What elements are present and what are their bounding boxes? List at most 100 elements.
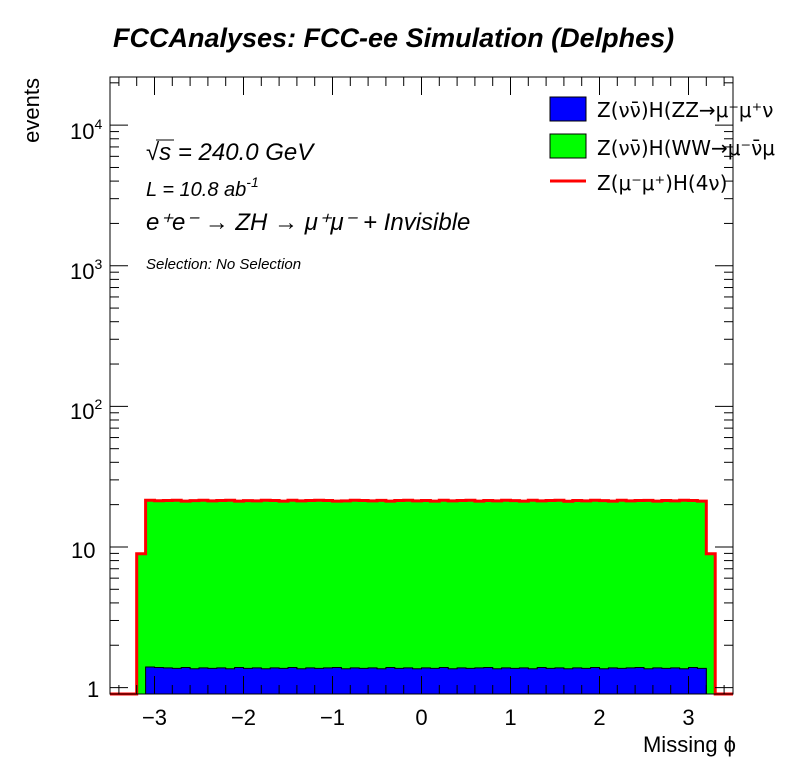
bar-ww-34	[421, 501, 431, 694]
bar-zz-6	[172, 668, 182, 694]
bar-zz-16	[261, 668, 271, 694]
bar-ww-50	[563, 501, 574, 694]
bar-ww-7	[181, 501, 191, 694]
bar-zz-56	[617, 668, 627, 694]
bar-zz-44	[510, 668, 520, 694]
x-tick-label: −2	[231, 705, 256, 730]
bar-ww-63	[679, 500, 690, 694]
bar-ww-41	[483, 501, 494, 694]
bar-ww-65	[697, 501, 707, 694]
x-tick-labels: −3 −2 −1 0 1 2 3	[142, 705, 695, 730]
bar-ww-14	[243, 501, 253, 694]
bar-ww-18	[279, 501, 289, 694]
chart-title: FCCAnalyses: FCC-ee Simulation (Delphes)	[113, 23, 674, 53]
bar-ww-53	[590, 500, 601, 694]
bar-zz-43	[501, 667, 512, 694]
bar-zz-61	[661, 668, 672, 694]
bar-zz-41	[483, 667, 494, 694]
bar-zz-15	[252, 667, 262, 694]
bar-zz-40	[474, 667, 485, 694]
bar-zz-46	[528, 668, 538, 694]
y-tick-label-10: 10	[71, 538, 95, 563]
bar-zz-62	[670, 667, 681, 694]
bar-zz-50	[563, 668, 574, 694]
bar-zz-24	[332, 667, 342, 694]
luminosity-base: L = 10.8 ab	[146, 179, 246, 201]
bar-ww-30	[385, 501, 396, 694]
bar-zz-23	[323, 667, 334, 694]
bar-ww-40	[474, 501, 485, 694]
bar-ww-66	[706, 554, 716, 694]
bar-ww-8	[190, 501, 200, 694]
bar-ww-57	[626, 501, 636, 694]
y-tick-label-100: 102	[70, 396, 102, 424]
luminosity-annotation: L = 10.8 ab-1	[146, 174, 259, 201]
bar-ww-10	[207, 501, 218, 694]
bar-ww-44	[510, 501, 520, 694]
bar-zz-36	[439, 667, 449, 694]
bar-ww-4	[154, 501, 164, 694]
bar-ww-9	[199, 500, 209, 694]
bar-ww-20	[296, 501, 307, 694]
bar-zz-18	[279, 668, 289, 694]
bar-ww-60	[652, 501, 663, 694]
bar-zz-52	[581, 668, 592, 694]
bar-zz-34	[421, 667, 431, 694]
y-axis-label: events	[19, 78, 44, 143]
bar-zz-14	[243, 668, 253, 694]
bar-zz-55	[608, 667, 618, 694]
bar-zz-54	[599, 668, 609, 694]
y-tick-label-1000: 103	[70, 256, 102, 284]
bar-zz-17	[270, 667, 280, 694]
bar-ww-37	[448, 501, 458, 694]
bar-zz-38	[457, 667, 467, 694]
luminosity-exponent: -1	[246, 174, 258, 190]
bar-zz-33	[412, 668, 423, 694]
bar-zz-22	[314, 668, 325, 694]
bar-ww-24	[332, 501, 342, 694]
bar-zz-7	[181, 667, 191, 694]
y-tick-label-1: 1	[87, 677, 99, 702]
bar-ww-45	[519, 501, 529, 694]
bar-ww-19	[288, 500, 298, 694]
bar-ww-21	[305, 501, 316, 694]
x-tick-label: 1	[504, 705, 516, 730]
bar-ww-54	[599, 501, 609, 694]
plot-annotations: √s = 240.0 GeV L = 10.8 ab-1 e⁺e⁻ → ZH →…	[146, 139, 470, 273]
bar-zz-30	[385, 667, 396, 694]
bar-ww-2	[136, 554, 147, 694]
bar-ww-6	[172, 500, 182, 694]
bar-zz-26	[350, 667, 360, 694]
bar-zz-5	[163, 667, 173, 694]
bar-ww-35	[430, 501, 440, 694]
legend-label-ww: Z(νν̄)H(WW→μ⁻ν̄μ	[597, 136, 775, 160]
bar-ww-26	[350, 500, 360, 694]
bar-zz-28	[368, 667, 378, 694]
x-tick-label: −3	[142, 705, 167, 730]
bar-ww-56	[617, 500, 627, 694]
bar-ww-12	[225, 500, 236, 694]
bar-ww-28	[368, 501, 378, 694]
bar-ww-58	[635, 501, 645, 694]
bar-zz-19	[288, 667, 298, 694]
bar-ww-31	[394, 501, 405, 694]
bar-ww-13	[234, 501, 245, 694]
bar-ww-23	[323, 501, 334, 694]
outline-zz-stack	[110, 666, 733, 695]
bar-zz-42	[492, 668, 503, 694]
bar-zz-49	[555, 667, 565, 694]
bar-ww-16	[261, 500, 271, 694]
bar-zz-64	[688, 667, 698, 694]
bar-zz-12	[225, 668, 236, 694]
bar-ww-59	[644, 500, 654, 694]
bar-zz-65	[697, 668, 707, 694]
bar-zz-53	[590, 667, 601, 694]
bar-zz-11	[216, 667, 227, 694]
bar-zz-51	[572, 667, 583, 694]
x-tick-label: −1	[320, 705, 345, 730]
bar-ww-51	[572, 501, 583, 694]
histogram-layers	[110, 498, 733, 696]
bar-ww-61	[661, 501, 672, 694]
bar-ww-17	[270, 501, 280, 694]
